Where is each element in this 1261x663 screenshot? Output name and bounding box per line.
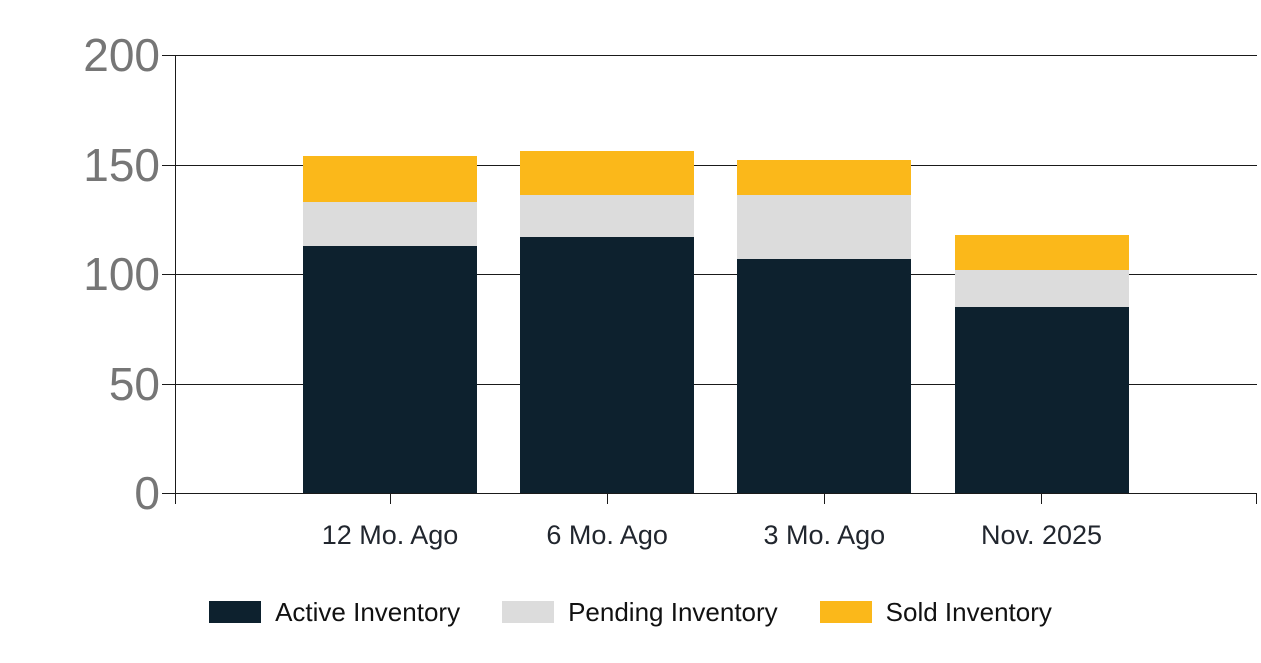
legend-swatch-pending-inventory (502, 601, 555, 623)
legend-label: Sold Inventory (885, 597, 1052, 627)
legend-swatch-sold-inventory (819, 601, 872, 623)
chart-legend: Active Inventory Pending Inventory Sold In… (0, 597, 1261, 627)
bar-segment-pending-inventory (520, 195, 695, 237)
gridline-y-0 (162, 493, 1257, 494)
bar-segment-pending-inventory (303, 201, 477, 246)
bar-segment-sold-inventory (520, 151, 695, 196)
bar-segment-active-inventory (737, 258, 912, 493)
gridline-y-150 (162, 164, 1257, 166)
legend-item-sold-inventory: Sold Inventory (819, 597, 1052, 627)
bar-segment-active-inventory (520, 236, 695, 493)
x-tick-12-mo-ago (389, 493, 391, 504)
legend-swatch-active-inventory (209, 601, 262, 623)
x-tick-label-6-mo-ago: 6 Mo. Ago (546, 520, 668, 550)
bar-segment-sold-inventory (303, 155, 477, 202)
y-axis-line (175, 55, 176, 504)
plot-area: 12 Mo. Ago 6 Mo. Ago 3 Mo. Ago Nov. 2025 (162, 55, 1257, 550)
x-axis-end-tick (1256, 493, 1257, 504)
x-tick-label-3-mo-ago: 3 Mo. Ago (763, 520, 886, 550)
bar-group-nov-2025 (954, 234, 1129, 493)
x-tick-3-mo-ago (823, 493, 825, 504)
legend-item-pending-inventory: Pending Inventory (502, 597, 778, 627)
y-tick-label: 200 (83, 29, 160, 81)
legend-label: Pending Inventory (568, 597, 778, 627)
x-tick-label-12-mo-ago: 12 Mo. Ago (321, 520, 459, 550)
bar-group-12-mo-ago (303, 155, 477, 493)
x-tick-label-nov-2025: Nov. 2025 (980, 520, 1103, 550)
bar-group-6-mo-ago (520, 151, 695, 493)
y-tick-label: 100 (83, 248, 160, 300)
gridline-y-50 (162, 383, 1257, 385)
bar-group-3-mo-ago (737, 160, 912, 493)
x-tick-nov-2025 (1041, 493, 1042, 504)
legend-item-active-inventory: Active Inventory (209, 597, 460, 627)
bar-segment-active-inventory (954, 306, 1129, 493)
gridline-y-100 (162, 274, 1257, 275)
bar-segment-sold-inventory (954, 234, 1129, 270)
y-tick-label: 50 (108, 357, 160, 410)
x-tick-6-mo-ago (606, 493, 608, 504)
bar-segment-pending-inventory (737, 195, 912, 259)
legend-label: Active Inventory (275, 597, 461, 627)
bar-segment-pending-inventory (954, 269, 1129, 307)
bar-segment-sold-inventory (737, 160, 912, 196)
y-tick-label: 0 (134, 467, 160, 519)
bar-segment-active-inventory (303, 245, 477, 493)
y-tick-label: 150 (83, 138, 160, 191)
gridline-y-200 (162, 55, 1257, 56)
